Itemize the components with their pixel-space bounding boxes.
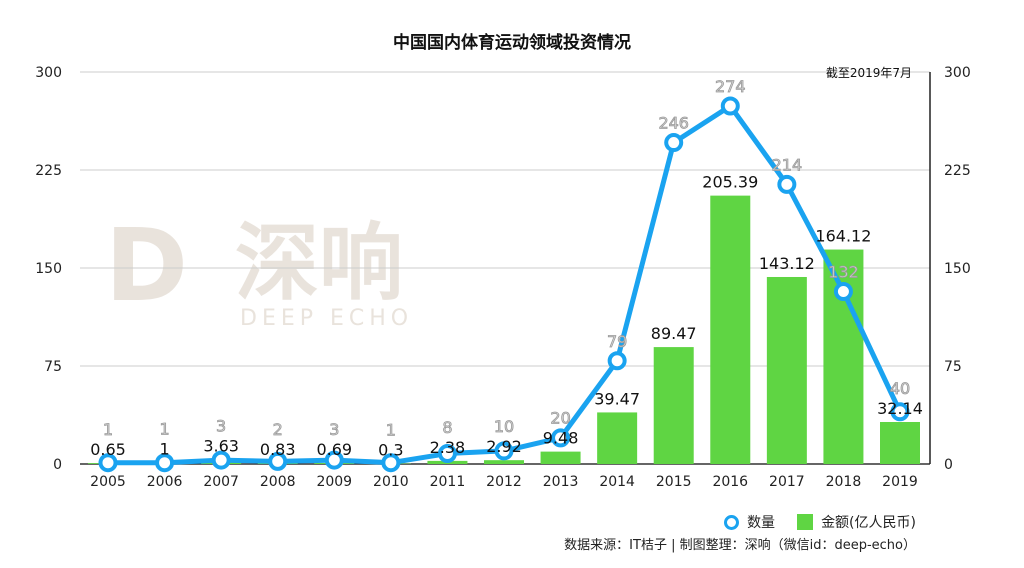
amount-label: 39.47 xyxy=(594,389,640,408)
line-point xyxy=(494,441,514,461)
y2-tick-label: 150 xyxy=(944,261,971,277)
count-label: 20 xyxy=(550,409,570,428)
watermark-cn: 深响 xyxy=(235,214,403,312)
bar xyxy=(653,347,694,464)
y-tick-label: 150 xyxy=(35,261,62,277)
amount-label: 2.92 xyxy=(486,437,522,456)
line-point xyxy=(777,174,797,194)
x-tick-label: 2015 xyxy=(656,474,692,490)
line-point xyxy=(155,453,175,473)
line-point xyxy=(324,450,344,470)
count-label: 1 xyxy=(159,420,169,439)
watermark-en: DEEP ECHO xyxy=(240,306,413,331)
line-point xyxy=(211,450,231,470)
line-point xyxy=(607,351,627,371)
amount-label: 0.65 xyxy=(90,440,126,459)
x-tick-label: 2013 xyxy=(543,474,579,490)
x-tick-label: 2017 xyxy=(769,474,805,490)
line-point xyxy=(664,133,684,153)
legend: 数量 金额(亿人民币) xyxy=(724,512,916,532)
line-point xyxy=(381,453,401,473)
y2-tick-label: 0 xyxy=(944,457,953,473)
bar xyxy=(766,276,807,464)
count-label: 3 xyxy=(329,420,339,439)
count-label: 214 xyxy=(772,155,803,174)
source-note: 数据来源：IT桔子 | 制图整理：深响（微信id：deep-echo） xyxy=(564,538,916,553)
amount-label: 164.12 xyxy=(815,227,871,246)
bar xyxy=(597,412,638,464)
x-tick-label: 2009 xyxy=(316,474,352,490)
x-tick-label: 2014 xyxy=(599,474,635,490)
bar xyxy=(710,195,751,465)
amount-label: 9.48 xyxy=(543,429,579,448)
x-tick-label: 2006 xyxy=(147,474,183,490)
count-label: 10 xyxy=(494,417,514,436)
amount-label: 0.69 xyxy=(316,440,352,459)
date-annotation: 截至2019年7月 xyxy=(825,66,912,80)
x-tick-label: 2008 xyxy=(260,474,296,490)
count-label: 3 xyxy=(216,416,226,435)
line-point xyxy=(98,453,118,473)
count-label: 246 xyxy=(658,114,689,133)
x-tick-label: 2011 xyxy=(430,474,466,490)
count-label: 79 xyxy=(607,332,627,351)
legend-label-count: 数量 xyxy=(747,515,776,531)
bar xyxy=(823,249,864,464)
amount-label: 2.38 xyxy=(430,438,466,457)
x-tick-label: 2010 xyxy=(373,474,409,490)
line-point xyxy=(268,451,288,471)
bar xyxy=(484,460,524,464)
amount-label: 205.39 xyxy=(702,173,758,192)
x-tick-label: 2019 xyxy=(882,474,918,490)
amount-label: 143.12 xyxy=(759,254,815,273)
amount-label: 1 xyxy=(159,440,169,459)
count-label: 1 xyxy=(386,421,396,440)
count-label: 1 xyxy=(103,420,113,439)
y2-tick-label: 300 xyxy=(944,65,971,81)
legend-label-amount: 金额(亿人民币) xyxy=(821,515,916,531)
bar xyxy=(880,422,920,464)
y-tick-label: 75 xyxy=(44,359,62,375)
line-point xyxy=(437,444,457,464)
legend-line-marker-icon xyxy=(724,514,740,530)
legend-bar-swatch-icon xyxy=(797,514,814,530)
count-label: 2 xyxy=(273,420,283,439)
amount-label: 32.14 xyxy=(877,399,923,418)
watermark-logo-icon: D xyxy=(105,207,188,324)
x-tick-label: 2016 xyxy=(712,474,748,490)
chart-title: 中国国内体育运动领域投资情况 xyxy=(393,33,631,53)
count-label: 274 xyxy=(715,77,746,96)
amount-label: 3.63 xyxy=(203,436,239,455)
amount-label: 0.3 xyxy=(378,441,403,460)
y-tick-label: 300 xyxy=(35,65,62,81)
line-point xyxy=(720,96,740,116)
y2-tick-label: 75 xyxy=(944,359,962,375)
bar xyxy=(540,451,581,464)
line-point xyxy=(890,402,910,422)
x-tick-label: 2018 xyxy=(826,474,862,490)
line-point xyxy=(551,428,571,448)
count-label: 132 xyxy=(828,263,859,282)
count-label: 8 xyxy=(442,418,452,437)
amount-label: 0.83 xyxy=(260,440,296,459)
x-tick-label: 2007 xyxy=(203,474,239,490)
y-tick-label: 225 xyxy=(35,163,62,179)
x-tick-label: 2012 xyxy=(486,474,522,490)
y2-tick-label: 225 xyxy=(944,163,971,179)
x-tick-label: 2005 xyxy=(90,474,126,490)
y-tick-label: 0 xyxy=(53,457,62,473)
amount-label: 89.47 xyxy=(651,324,697,343)
line-point xyxy=(833,282,853,302)
count-label: 40 xyxy=(890,379,910,398)
